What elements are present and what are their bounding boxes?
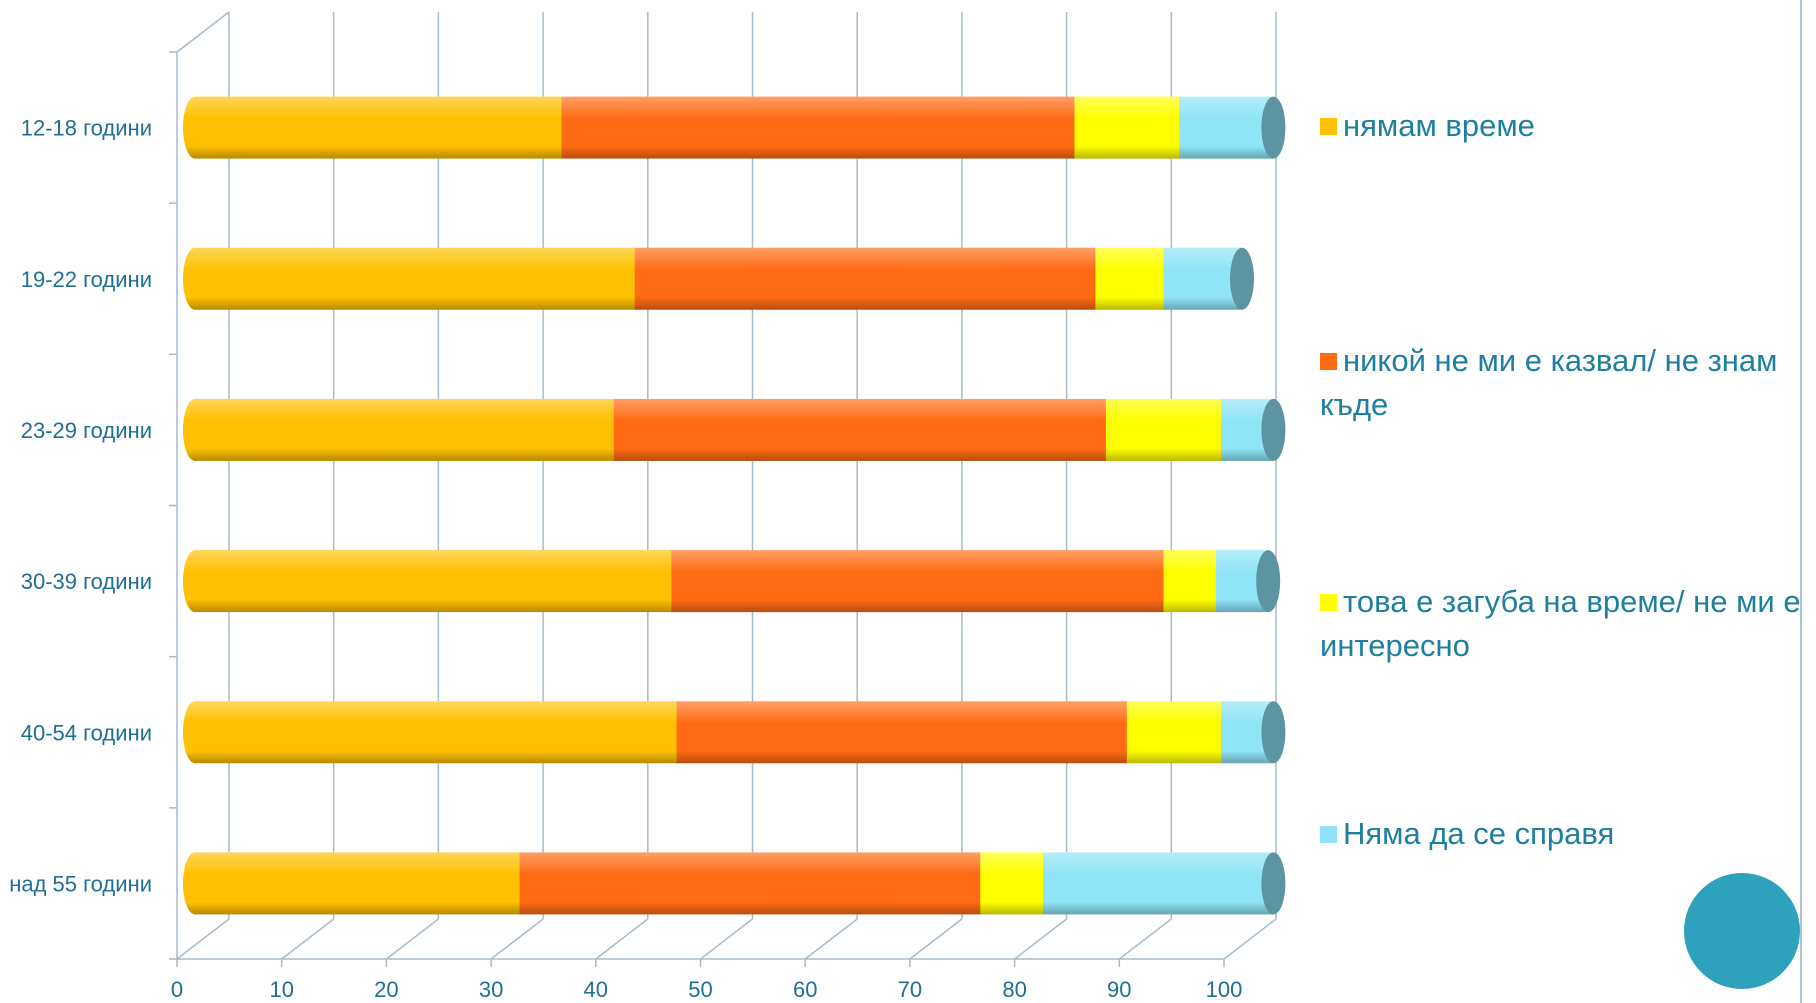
category-label: 12-18 години xyxy=(21,116,152,141)
legend-item-2: никой не ми е казвал/ не знам къде xyxy=(1320,339,1810,427)
bar-end-cap xyxy=(1261,701,1285,763)
bar-end-cap xyxy=(1256,550,1280,612)
legend-swatch-1 xyxy=(1320,118,1337,135)
category-label: 30-39 години xyxy=(21,569,152,594)
bar-segment-1 xyxy=(195,97,561,159)
x-tick-label-50: 50 xyxy=(688,977,712,1002)
floor-line-30 xyxy=(491,919,543,959)
bar-segment-edge-1 xyxy=(183,550,207,612)
legend-swatch-4 xyxy=(1320,826,1337,843)
bar-segment-edge-1 xyxy=(183,399,207,461)
bar-segment-1 xyxy=(195,852,520,914)
floor-line-70 xyxy=(910,919,962,959)
bar-segment-4 xyxy=(1043,852,1273,914)
bar-segment-1 xyxy=(195,550,671,612)
bar-segment-2 xyxy=(671,550,1163,612)
floor-line-10 xyxy=(282,919,334,959)
bar-segment-2 xyxy=(635,248,1096,310)
floor-line-80 xyxy=(1015,919,1067,959)
bar-end-cap xyxy=(1261,852,1285,914)
x-tick-label-40: 40 xyxy=(584,977,608,1002)
category-label: над 55 години xyxy=(9,871,152,896)
bar-end-cap xyxy=(1261,399,1285,461)
bar-segment-edge-1 xyxy=(183,701,207,763)
x-tick-label-10: 10 xyxy=(269,977,293,1002)
bar-segment-2 xyxy=(561,97,1074,159)
legend-swatch-2 xyxy=(1320,353,1337,370)
y-axis-depth-line xyxy=(177,12,229,52)
floor-line-100 xyxy=(1224,919,1276,959)
bar-segment-3 xyxy=(1127,701,1221,763)
bar-segment-2 xyxy=(677,701,1127,763)
x-tick-label-100: 100 xyxy=(1206,977,1243,1002)
category-label: 40-54 години xyxy=(21,720,152,745)
slide-border-line xyxy=(1800,0,1802,1003)
bar-end-cap xyxy=(1230,248,1254,310)
bar-segment-1 xyxy=(195,399,614,461)
bar-segment-4 xyxy=(1179,97,1273,159)
category-label: 19-22 години xyxy=(21,267,152,292)
x-tick-label-20: 20 xyxy=(374,977,398,1002)
bar-segment-2 xyxy=(520,852,981,914)
legend-label-2: никой не ми е казвал/ не знам къде xyxy=(1320,343,1777,422)
floor-line-90 xyxy=(1119,919,1171,959)
floor-line-40 xyxy=(596,919,648,959)
x-tick-label-60: 60 xyxy=(793,977,817,1002)
category-label: 23-29 години xyxy=(21,418,152,443)
decorative-circle xyxy=(1684,873,1800,989)
legend-label-4: Няма да се справя xyxy=(1343,816,1614,851)
bar-segment-edge-1 xyxy=(183,248,207,310)
bar-segment-edge-1 xyxy=(183,852,207,914)
floor-line-60 xyxy=(805,919,857,959)
bar-segment-1 xyxy=(195,248,635,310)
x-tick-label-90: 90 xyxy=(1107,977,1131,1002)
bar-segment-1 xyxy=(195,701,677,763)
x-tick-label-30: 30 xyxy=(479,977,503,1002)
floor-line-20 xyxy=(386,919,438,959)
legend-label-1: нямам време xyxy=(1343,108,1535,143)
bar-segment-edge-1 xyxy=(183,97,207,159)
x-tick-label-70: 70 xyxy=(898,977,922,1002)
floor-line-50 xyxy=(701,919,753,959)
legend-swatch-3 xyxy=(1320,594,1337,611)
bar-segment-3 xyxy=(1106,399,1221,461)
x-tick-label-80: 80 xyxy=(1002,977,1026,1002)
bar-segment-2 xyxy=(614,399,1106,461)
x-tick-label-0: 0 xyxy=(171,977,183,1002)
legend-item-3: това е загуба на време/ не ми е интересн… xyxy=(1320,580,1810,668)
bar-end-cap xyxy=(1261,97,1285,159)
legend-item-1: нямам време xyxy=(1320,104,1810,148)
bar-segment-3 xyxy=(1074,97,1179,159)
floor-line-0 xyxy=(177,919,229,959)
legend-item-4: Няма да се справя xyxy=(1320,812,1810,856)
legend-label-3: това е загуба на време/ не ми е интересн… xyxy=(1320,584,1801,663)
